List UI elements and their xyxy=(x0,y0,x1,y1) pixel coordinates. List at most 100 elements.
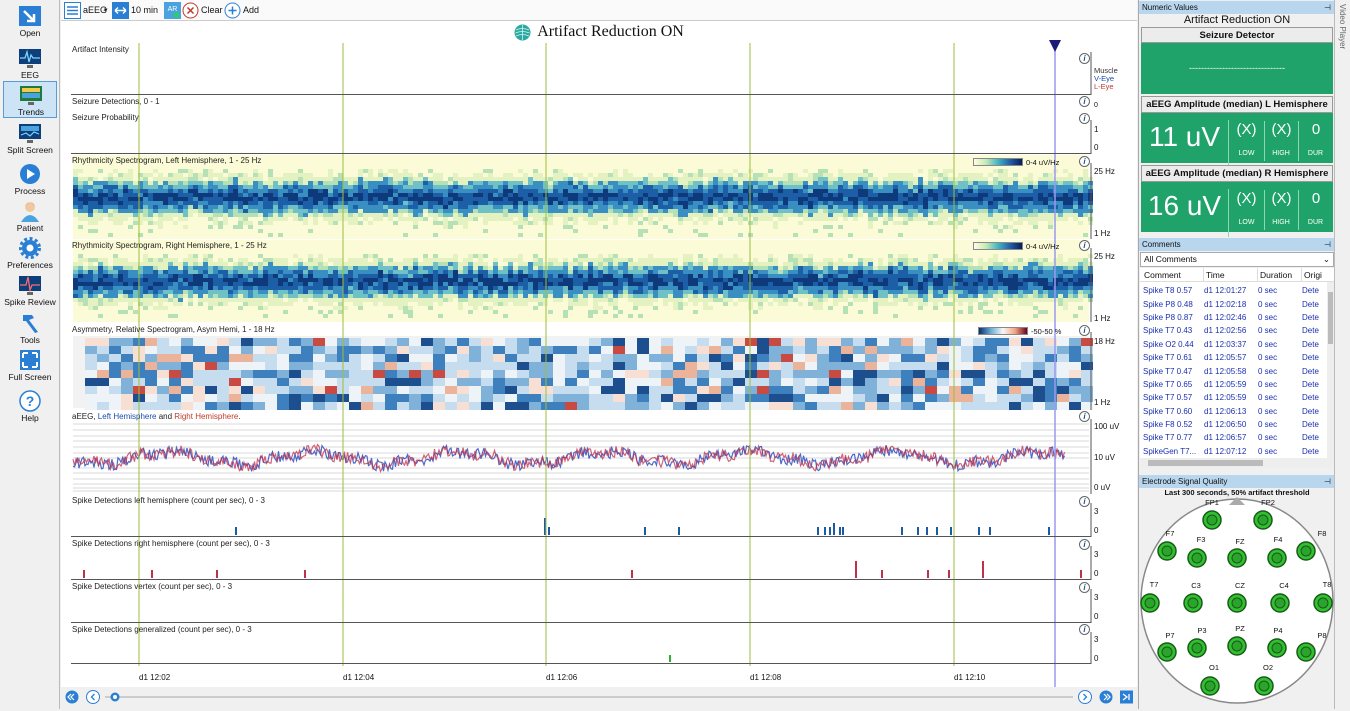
artifact-reduction-toggle[interactable]: AR xyxy=(164,2,181,19)
comment-duration: 0 sec xyxy=(1255,284,1299,297)
time-label: d1 12:02 xyxy=(139,673,170,682)
comments-title: Comments xyxy=(1142,240,1181,249)
pin-icon[interactable]: ⊣ xyxy=(1324,475,1331,488)
time-label: d1 12:10 xyxy=(954,673,985,682)
comment-time: d1 12:06:57 xyxy=(1201,431,1255,444)
col-comment[interactable]: Comment xyxy=(1144,268,1181,282)
spike-left-label: Spike Detections left hemisphere (count … xyxy=(72,496,265,505)
info-icon[interactable]: i xyxy=(1079,539,1090,550)
step-back-icon xyxy=(87,691,100,704)
spike-generalized-axis-top: 3 xyxy=(1094,635,1098,644)
seizure-probability-label: Seizure Probability xyxy=(72,113,139,122)
pin-icon[interactable]: ⊣ xyxy=(1324,238,1331,251)
clear-button[interactable]: Clear xyxy=(182,2,222,19)
timeline-scrollbar[interactable] xyxy=(61,687,1137,709)
comment-duration: 0 sec xyxy=(1255,364,1299,377)
amplitude-left-title: aEEG Amplitude (median) L Hemisphere xyxy=(1141,96,1333,113)
sidebar-label-patient: Patient xyxy=(3,223,57,233)
spike-vertex-axis-top: 3 xyxy=(1094,593,1098,602)
electrode-quality-header: Electrode Signal Quality⊣ xyxy=(1139,475,1335,488)
comment-text: Spike T7 0.61 xyxy=(1140,351,1201,364)
electrode-f7[interactable]: F7 xyxy=(1158,529,1176,560)
info-icon[interactable]: i xyxy=(1079,96,1090,107)
comment-time: d1 12:05:57 xyxy=(1201,351,1255,364)
seizure-detector-title: Seizure Detector xyxy=(1141,27,1333,43)
comment-time: d1 12:05:58 xyxy=(1201,364,1255,377)
col-duration[interactable]: Duration xyxy=(1257,268,1292,282)
col-time[interactable]: Time xyxy=(1203,268,1225,282)
col-origin[interactable]: Origi xyxy=(1301,268,1322,282)
sidebar-preferences-button[interactable]: Preferences xyxy=(3,235,57,271)
comments-header: Comments ⊣ xyxy=(1139,238,1335,251)
pin-icon[interactable]: ⊣ xyxy=(1324,1,1331,14)
svg-text:?: ? xyxy=(26,393,35,409)
info-icon[interactable]: i xyxy=(1079,53,1090,64)
comment-origin: Dete xyxy=(1299,391,1326,404)
amplitude-right-high-label: HIGH xyxy=(1264,219,1298,226)
sidebar-eeg-button[interactable]: EEG xyxy=(3,45,57,81)
comment-time: d1 12:01:27 xyxy=(1201,284,1255,297)
sidebar-process-button[interactable]: Process xyxy=(3,161,57,197)
comments-filter-select[interactable]: All Comments⌄ xyxy=(1140,252,1334,267)
info-icon[interactable]: i xyxy=(1079,113,1090,124)
trends-icon xyxy=(19,84,43,106)
comment-time: d1 12:05:59 xyxy=(1201,391,1255,404)
duration-label: 10 min xyxy=(131,2,158,19)
comment-origin: Dete xyxy=(1299,324,1326,337)
add-label: Add xyxy=(243,2,259,19)
sidebar-spike-review-button[interactable]: Spike Review xyxy=(3,272,57,308)
aeeg-label-left: Left Hemisphere xyxy=(98,412,157,421)
comments-scrollbar[interactable] xyxy=(1327,282,1334,458)
sidebar-label-open: Open xyxy=(3,28,57,38)
sidebar-tools-button[interactable]: Tools xyxy=(3,310,57,346)
asymmetry-label: Asymmetry, Relative Spectrogram, Asym He… xyxy=(72,325,275,334)
comment-text: SpikeGen T7... xyxy=(1140,445,1201,458)
info-icon[interactable]: i xyxy=(1079,156,1090,167)
info-icon[interactable]: i xyxy=(1079,496,1090,507)
sidebar-help-button[interactable]: ? Help xyxy=(3,388,57,424)
sidebar-trends-button[interactable]: Trends xyxy=(3,81,57,118)
spectrogram-right-axis-bottom: 1 Hz xyxy=(1094,314,1110,323)
aeeg-dropdown[interactable]: aEEG ▾ xyxy=(64,2,110,19)
amplitude-right-value: 16 uV xyxy=(1141,189,1229,237)
aeeg-axis-top: 100 uV xyxy=(1094,422,1119,431)
info-icon[interactable]: i xyxy=(1079,624,1090,635)
info-icon[interactable]: i xyxy=(1079,411,1090,422)
close-icon xyxy=(182,2,199,19)
artifact-intensity-label: Artifact Intensity xyxy=(72,45,129,54)
sidebar-split-screen-button[interactable]: Split Screen xyxy=(3,120,57,156)
info-icon[interactable]: i xyxy=(1079,325,1090,336)
sidebar-patient-button[interactable]: Patient xyxy=(3,198,57,234)
duration-button[interactable]: 10 min xyxy=(112,2,158,19)
info-icon[interactable]: i xyxy=(1079,240,1090,251)
add-comment-button[interactable]: Add xyxy=(224,2,260,19)
spike-generalized-axis-bottom: 0 xyxy=(1094,654,1098,663)
comment-origin: Dete xyxy=(1299,364,1326,377)
spike-left-panel: Spike Detections left hemisphere (count … xyxy=(71,495,1091,537)
comments-hscrollbar[interactable] xyxy=(1140,458,1334,468)
comment-duration: 0 sec xyxy=(1255,405,1299,418)
sidebar-label-spike-review: Spike Review xyxy=(3,297,57,307)
gear-icon xyxy=(18,237,42,259)
video-player-tab[interactable]: Video Player xyxy=(1334,0,1350,709)
sidebar-full-screen-button[interactable]: Full Screen xyxy=(3,347,57,383)
ar-text: AR xyxy=(168,6,178,13)
info-icon[interactable]: i xyxy=(1079,582,1090,593)
electrode-fp1[interactable]: FP1 xyxy=(1203,498,1221,529)
numeric-values-header: Numeric Values⊣ xyxy=(1139,1,1335,14)
comment-duration: 0 sec xyxy=(1255,391,1299,404)
sidebar-open-button[interactable]: Open xyxy=(3,3,57,39)
